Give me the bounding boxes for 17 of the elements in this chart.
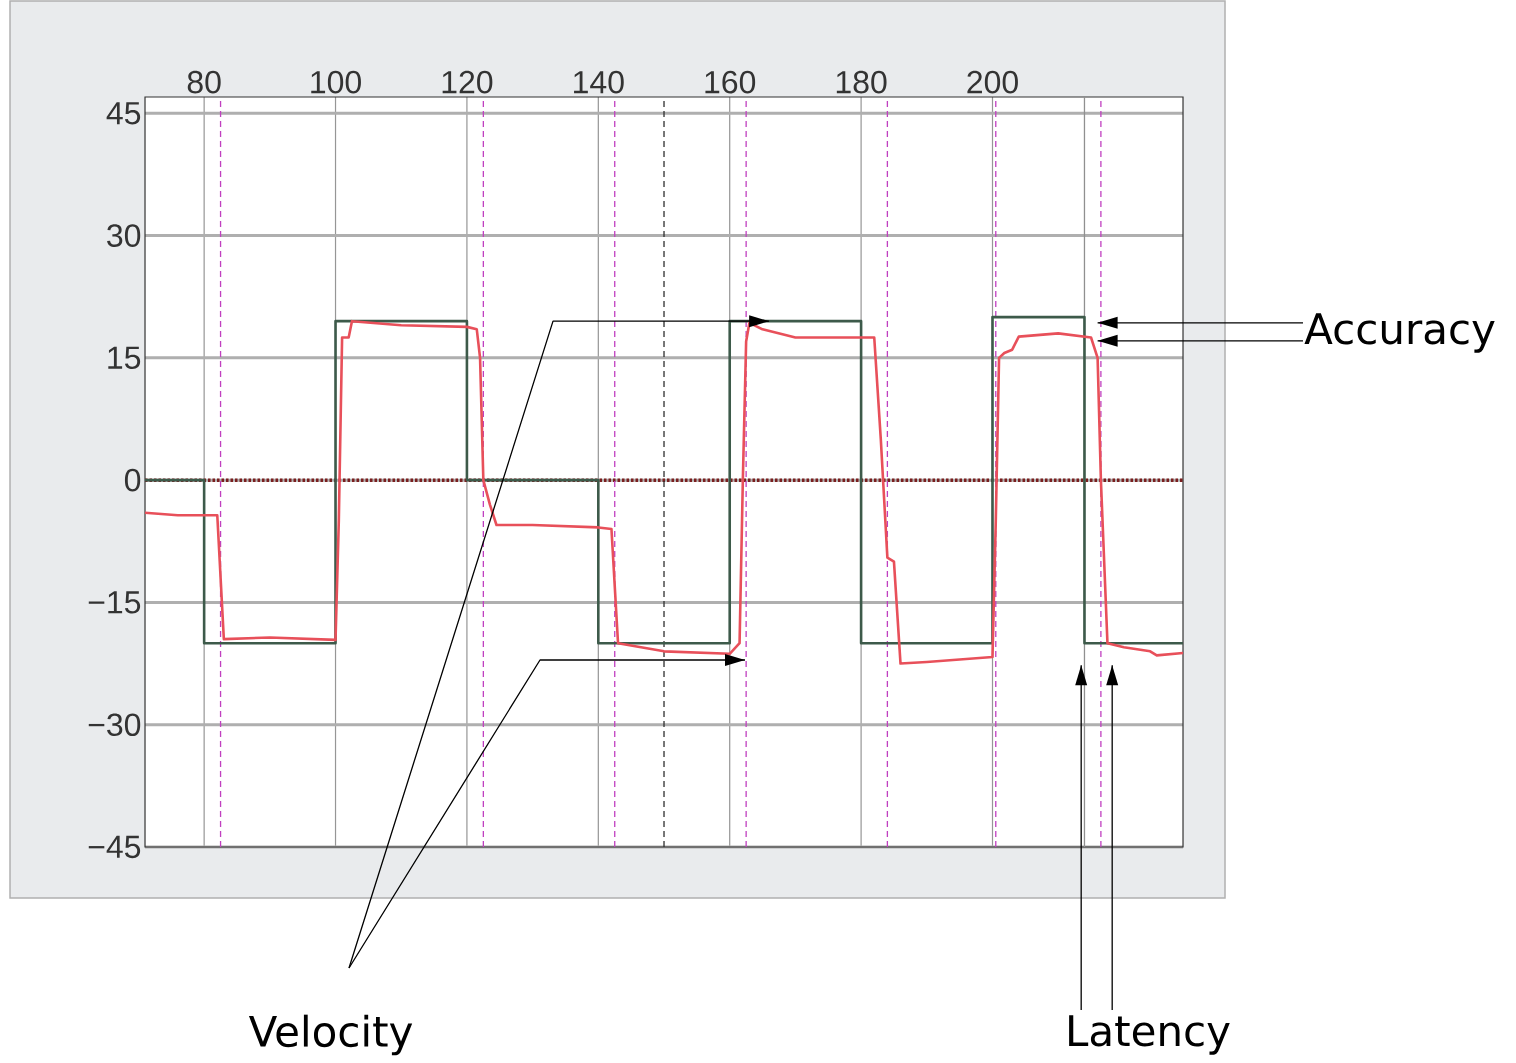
x-tick-label: 180 xyxy=(836,70,887,94)
y-tick-label: 45 xyxy=(106,102,141,125)
y-tick-label: −30 xyxy=(88,713,141,737)
annotation: Accuracy xyxy=(1304,313,1495,353)
y-tick-label: 0 xyxy=(124,468,141,492)
x-tick-label: 120 xyxy=(442,70,493,94)
x-tick-label: 140 xyxy=(574,70,624,94)
y-tick-label: 30 xyxy=(107,224,141,247)
x-tick-label: 200 xyxy=(967,70,1018,94)
annotation: Velocity xyxy=(248,1014,413,1056)
x-tick-label: 80 xyxy=(187,70,221,94)
x-tick-label: 100 xyxy=(311,70,361,94)
annotation: Latency xyxy=(1069,1015,1230,1055)
y-tick-label: −15 xyxy=(88,591,141,614)
y-tick-label: −45 xyxy=(88,835,141,859)
x-tick-label: 160 xyxy=(705,70,756,94)
y-tick-label: 15 xyxy=(108,346,141,370)
